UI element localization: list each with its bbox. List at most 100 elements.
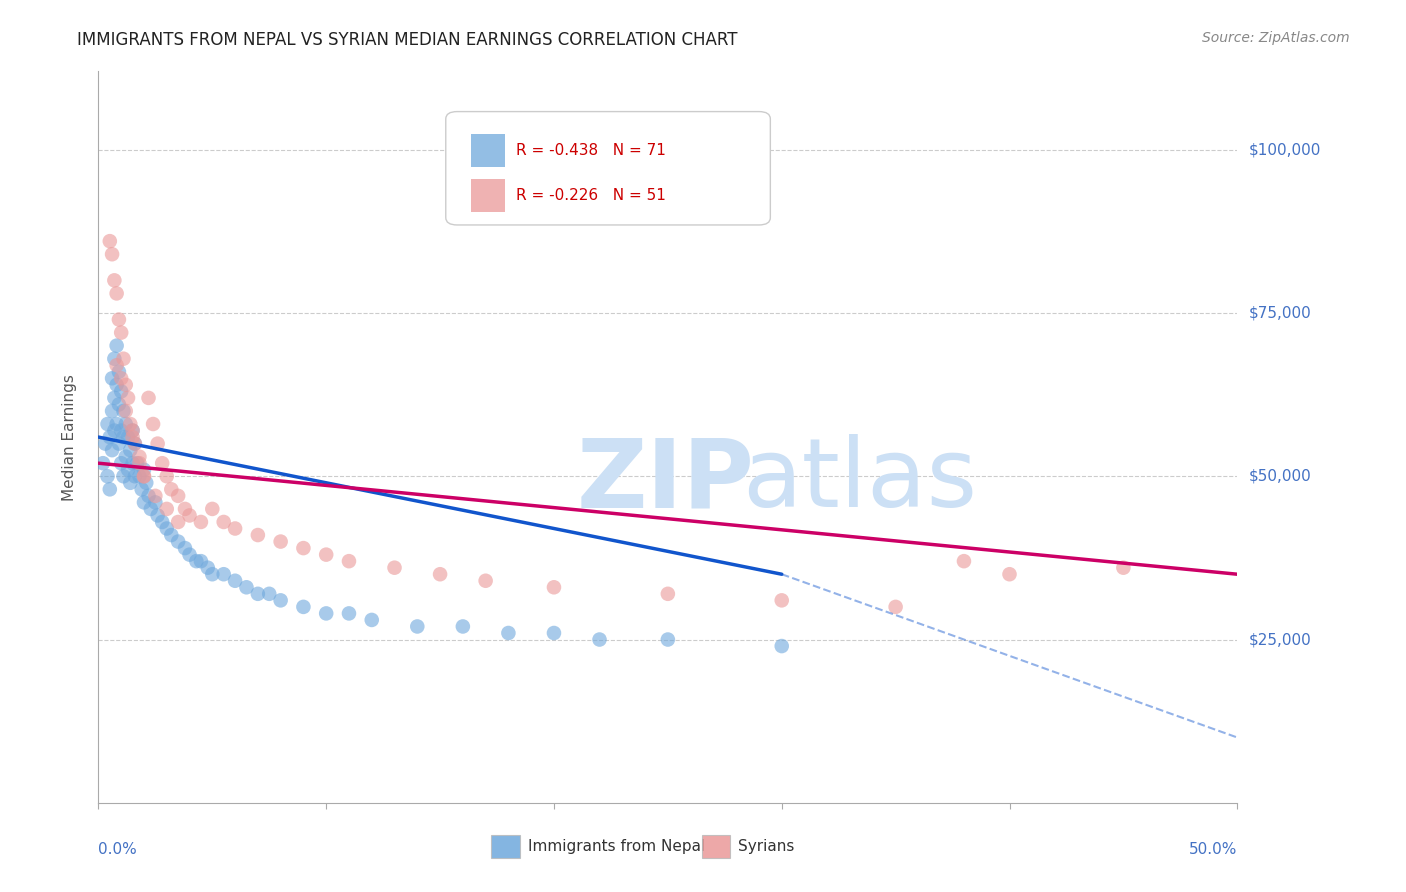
Point (120, 475, 142, 490)
Point (179, 508, 201, 523)
Point (124, 436, 146, 450)
Point (105, 358, 128, 372)
Point (121, 456, 143, 470)
Point (167, 489, 190, 503)
Bar (471, 179, 505, 212)
Point (167, 534, 190, 549)
Point (114, 417, 136, 431)
Point (127, 456, 149, 470)
Point (101, 443, 124, 458)
Point (121, 424, 143, 438)
Point (156, 521, 179, 535)
Point (474, 574, 496, 588)
Point (94, 436, 117, 450)
Text: $75,000: $75,000 (1249, 305, 1312, 320)
Bar (702, 835, 731, 858)
Point (160, 528, 183, 542)
Point (98, 430, 121, 444)
Point (360, 613, 382, 627)
Text: 50.0%: 50.0% (1189, 842, 1237, 856)
FancyBboxPatch shape (446, 112, 770, 225)
Point (212, 515, 235, 529)
Point (121, 430, 143, 444)
Text: atlas: atlas (742, 434, 977, 527)
Point (117, 391, 139, 405)
Point (120, 417, 142, 431)
Text: Source: ZipAtlas.com: Source: ZipAtlas.com (1202, 31, 1350, 45)
Point (112, 404, 135, 418)
Text: 0.0%: 0.0% (98, 842, 138, 856)
Point (543, 626, 565, 640)
Point (108, 397, 131, 411)
Point (212, 567, 235, 582)
Point (201, 567, 224, 582)
Point (132, 469, 155, 483)
Point (770, 639, 793, 653)
Point (146, 508, 169, 523)
Point (105, 377, 128, 392)
Text: R = -0.226   N = 51: R = -0.226 N = 51 (516, 188, 666, 203)
Bar (471, 134, 505, 167)
Point (145, 489, 167, 503)
Point (315, 548, 337, 562)
Point (110, 384, 132, 399)
Point (150, 456, 173, 470)
Point (337, 554, 360, 568)
Point (588, 632, 610, 647)
Point (121, 424, 143, 438)
Point (197, 560, 219, 574)
Point (657, 587, 679, 601)
Point (110, 326, 132, 340)
Point (110, 371, 132, 385)
Point (167, 515, 190, 529)
Point (120, 443, 142, 458)
Point (270, 534, 292, 549)
Point (128, 450, 150, 464)
Point (108, 312, 131, 326)
Point (98, 234, 121, 248)
Point (110, 424, 132, 438)
Point (190, 515, 212, 529)
Point (429, 567, 451, 582)
Point (337, 607, 360, 621)
Point (101, 371, 124, 385)
Point (190, 554, 212, 568)
Point (224, 521, 246, 535)
Point (114, 450, 136, 464)
Point (998, 567, 1021, 582)
Y-axis label: Median Earnings: Median Earnings (62, 374, 77, 500)
Point (105, 417, 128, 431)
Point (138, 489, 160, 503)
Point (128, 469, 150, 483)
Point (953, 554, 976, 568)
Point (174, 502, 197, 516)
Point (451, 619, 474, 633)
Point (1112, 560, 1135, 574)
Text: $25,000: $25,000 (1249, 632, 1312, 647)
Point (657, 632, 679, 647)
Point (292, 541, 315, 555)
Text: $100,000: $100,000 (1249, 142, 1320, 157)
Point (156, 469, 179, 483)
Point (124, 436, 146, 450)
Point (132, 495, 155, 509)
Point (246, 528, 269, 542)
Point (103, 391, 125, 405)
Point (114, 377, 136, 392)
Point (292, 599, 315, 614)
Point (235, 580, 257, 594)
Point (498, 626, 520, 640)
Point (150, 515, 173, 529)
Point (103, 351, 125, 366)
Text: ZIP: ZIP (576, 434, 755, 527)
Point (145, 495, 167, 509)
Point (179, 548, 201, 562)
Point (384, 560, 406, 574)
Point (884, 599, 907, 614)
Point (406, 619, 429, 633)
Text: Syrians: Syrians (738, 839, 794, 855)
Point (101, 404, 124, 418)
Point (110, 456, 132, 470)
Point (117, 430, 139, 444)
Bar (491, 835, 520, 858)
